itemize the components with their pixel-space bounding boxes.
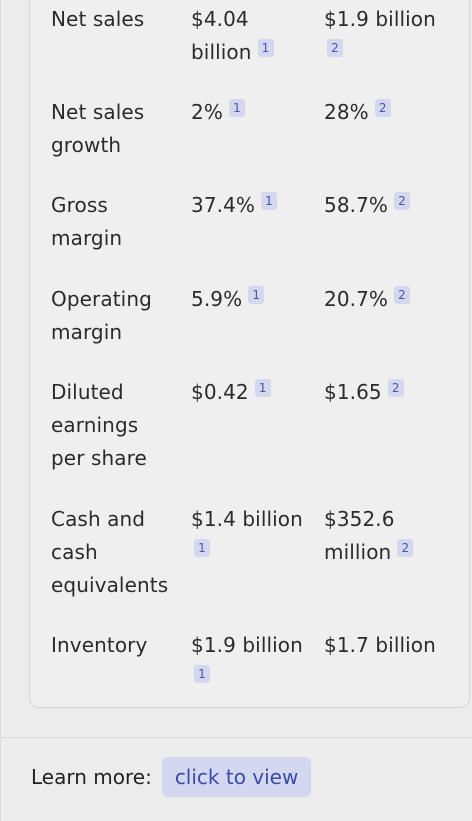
citation-badge[interactable]: 1 xyxy=(228,99,245,117)
row-label: Net sales growth xyxy=(51,100,145,157)
citation-badge[interactable]: 1 xyxy=(257,39,274,57)
citation-badge[interactable]: 2 xyxy=(374,99,391,117)
row-label: Net sales xyxy=(51,7,145,31)
cell-company-1: $0.42 1 xyxy=(191,376,319,409)
citation-badge[interactable]: 1 xyxy=(254,379,271,397)
citation-badge[interactable]: 1 xyxy=(261,192,278,210)
citation-badge[interactable]: 2 xyxy=(394,192,411,210)
row-label: Gross margin xyxy=(51,193,123,250)
cell-company-1: $4.04 billion 1 xyxy=(191,3,319,69)
cell-company-2: $1.7 billion xyxy=(324,633,436,657)
cell-company-2: $1.65 2 xyxy=(324,376,464,409)
cell-company-1: $1.9 billion 1 xyxy=(191,633,303,683)
cell-company-2: 28% 2 xyxy=(324,96,464,129)
citation-badge[interactable]: 2 xyxy=(397,539,414,557)
comparison-table: Net sales $4.04 billion 1 $1.9 billion 2 Ne… xyxy=(29,0,470,708)
learn-more-footer: Learn more: click to view xyxy=(31,757,312,797)
cell-company-1: 5.9% 1 xyxy=(191,283,319,316)
section-divider xyxy=(1,737,472,738)
row-label: Inventory xyxy=(51,633,148,657)
citation-badge[interactable]: 2 xyxy=(327,39,343,57)
learn-more-label: Learn more: xyxy=(31,765,152,789)
citation-badge[interactable]: 2 xyxy=(394,286,411,304)
row-label: Diluted earnings per share xyxy=(51,380,147,470)
cell-company-2: 20.7% 2 xyxy=(324,283,464,316)
cell-company-1: 2% 1 xyxy=(191,96,319,129)
row-label: Cash and cash equivalents xyxy=(51,507,169,597)
citation-badge[interactable]: 1 xyxy=(194,539,210,557)
cell-company-2: 58.7% 2 xyxy=(324,189,464,222)
citation-badge[interactable]: 1 xyxy=(194,665,210,683)
citation-badge[interactable]: 2 xyxy=(387,379,404,397)
cell-company-2: $1.9 billion 2 xyxy=(324,7,436,57)
cell-company-1: $1.4 billion 1 xyxy=(191,507,303,557)
cell-company-1: 37.4% 1 xyxy=(191,189,319,222)
cell-company-2: $352.6 million 2 xyxy=(324,503,464,569)
citation-badge[interactable]: 1 xyxy=(248,286,265,304)
row-label: Operating margin xyxy=(51,287,152,344)
click-to-view-link[interactable]: click to view xyxy=(161,757,312,797)
